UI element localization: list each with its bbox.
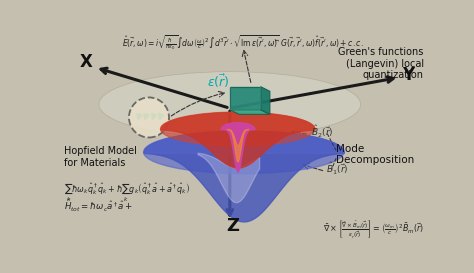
Text: Mode
Decomposition: Mode Decomposition <box>336 144 414 165</box>
Polygon shape <box>230 87 261 110</box>
Circle shape <box>129 97 169 138</box>
Text: Hopfield Model
for Materials: Hopfield Model for Materials <box>64 146 137 168</box>
Text: $\bar{\nabla}\times\left[\frac{\bar{\nabla}\times\bar{B}_m(\vec{r})}{\varepsilon: $\bar{\nabla}\times\left[\frac{\bar{\nab… <box>323 218 424 240</box>
Text: Y: Y <box>402 66 415 84</box>
Ellipse shape <box>144 130 344 174</box>
Text: $\hat{B}_1(\vec{r})$: $\hat{B}_1(\vec{r})$ <box>326 161 348 177</box>
Text: X: X <box>80 53 93 71</box>
Text: $\varepsilon(\vec{r})$: $\varepsilon(\vec{r})$ <box>207 73 229 90</box>
Text: Green's functions
(Langevin) local
quantization: Green's functions (Langevin) local quant… <box>338 47 424 80</box>
Text: Z: Z <box>227 217 239 235</box>
Text: $\sum_k \hbar\omega_k\hat{q}_k^\dagger\hat{q}_k + \hbar\sum_k g_k\left(\hat{q}_k: $\sum_k \hbar\omega_k\hat{q}_k^\dagger\h… <box>64 182 191 204</box>
Ellipse shape <box>161 112 315 146</box>
Polygon shape <box>261 87 270 114</box>
Text: $\hat{B}_2(\vec{r})$: $\hat{B}_2(\vec{r})$ <box>310 124 333 140</box>
Ellipse shape <box>99 72 361 137</box>
Text: $\hat{E}(\vec{r},\omega)=i\sqrt{\frac{\hbar}{\pi\varepsilon_0}}\int d\omega\left: $\hat{E}(\vec{r},\omega)=i\sqrt{\frac{\h… <box>122 34 364 52</box>
Polygon shape <box>230 110 270 114</box>
Text: $\hat{H}_{tot} = \hbar\omega_c\hat{a}^\dagger\hat{a} +$: $\hat{H}_{tot} = \hbar\omega_c\hat{a}^\d… <box>64 198 133 214</box>
